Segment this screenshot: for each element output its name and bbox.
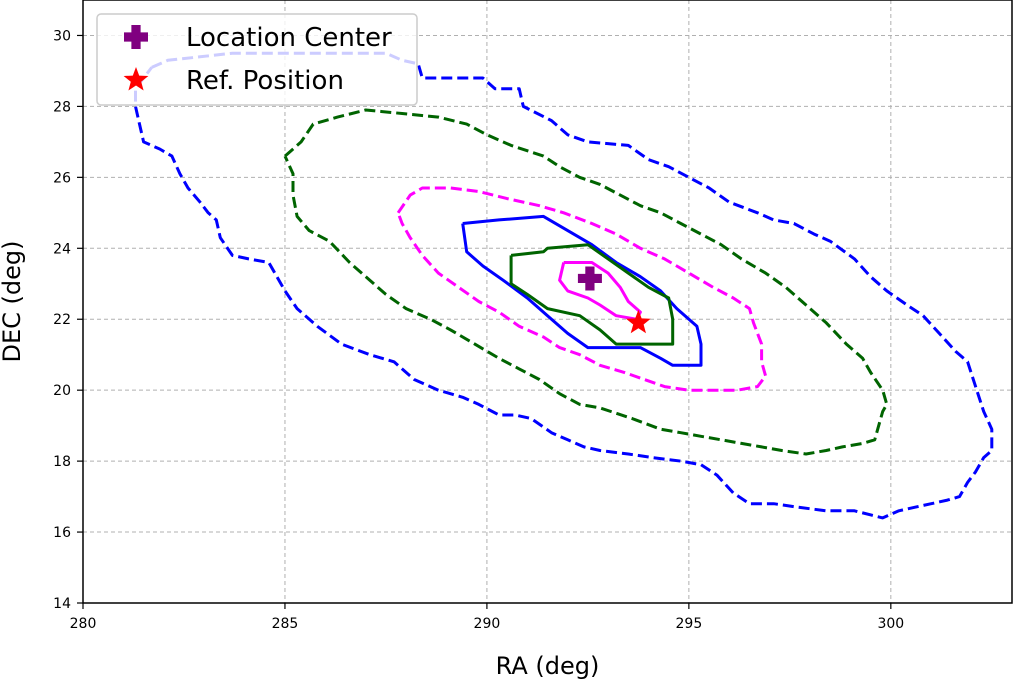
legend-star-icon bbox=[123, 67, 149, 91]
contour-line-3 bbox=[396, 186, 768, 392]
contour-line-5 bbox=[509, 243, 675, 346]
legend-label: Ref. Position bbox=[186, 66, 344, 96]
contour-line-4 bbox=[461, 214, 703, 367]
legend-plus-icon bbox=[124, 25, 148, 49]
y-axis-ticks: 14 16 18 20 22 24 26 28 30 bbox=[53, 28, 83, 612]
y-tick-label: 18 bbox=[53, 454, 71, 470]
y-tick-label: 28 bbox=[53, 99, 71, 115]
y-tick-label: 14 bbox=[53, 596, 71, 612]
y-tick-label: 30 bbox=[53, 28, 71, 44]
y-tick-label: 20 bbox=[53, 383, 71, 399]
y-tick-label: 16 bbox=[53, 525, 71, 541]
y-axis-title: DEC (deg) bbox=[0, 241, 26, 363]
plot-area-frame bbox=[82, 0, 1013, 604]
x-tick-label: 290 bbox=[474, 616, 501, 632]
y-tick-label: 26 bbox=[53, 170, 71, 186]
contour-line-2 bbox=[283, 108, 889, 456]
x-axis-title: RA (deg) bbox=[496, 652, 600, 680]
markers bbox=[577, 266, 651, 334]
location-center-marker bbox=[577, 266, 602, 291]
legend-label: Location Center bbox=[186, 23, 392, 53]
y-tick-label: 22 bbox=[53, 312, 71, 328]
contour-lines bbox=[134, 51, 994, 520]
x-tick-label: 300 bbox=[877, 616, 904, 632]
contour-line-1 bbox=[134, 51, 994, 520]
x-tick-label: 295 bbox=[676, 616, 703, 632]
legend: Location Center Ref. Position bbox=[96, 13, 418, 106]
x-axis-ticks: 280 285 290 295 300 bbox=[70, 603, 904, 632]
ref-position-marker bbox=[626, 309, 651, 334]
legend-box bbox=[96, 13, 418, 106]
x-tick-label: 285 bbox=[272, 616, 299, 632]
y-tick-label: 24 bbox=[53, 241, 71, 257]
x-tick-label: 280 bbox=[70, 616, 97, 632]
